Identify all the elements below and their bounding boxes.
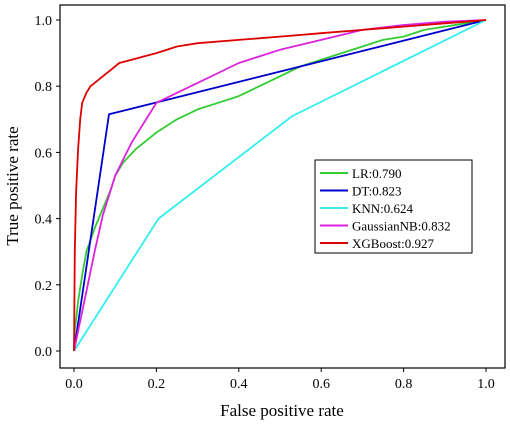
series-layer bbox=[73, 19, 487, 352]
plot-frame bbox=[59, 4, 506, 369]
legend-label: KNN:0.624 bbox=[352, 201, 414, 216]
series-line-xgboost bbox=[73, 19, 487, 352]
x-tick-label: 1.0 bbox=[477, 377, 495, 392]
legend-box bbox=[314, 159, 473, 254]
legend-label: GaussianNB:0.832 bbox=[352, 219, 451, 234]
x-tick-label: 0.6 bbox=[312, 377, 330, 392]
y-tick-label: 1.0 bbox=[35, 14, 53, 29]
series-line-knn bbox=[73, 19, 487, 352]
y-tick-label: 0.4 bbox=[35, 213, 53, 228]
y-tick-label: 0.0 bbox=[35, 345, 53, 360]
legend-label: LR:0.790 bbox=[352, 166, 401, 181]
y-axis-label: True positive rate bbox=[3, 126, 22, 245]
x-tick-label: 0.0 bbox=[65, 377, 83, 392]
series-line-dt bbox=[73, 19, 487, 352]
x-tick-label: 0.8 bbox=[395, 377, 413, 392]
axes: 0.0 0.2 0.4 0.6 0.8 1.0 0.0 0.2 0.4 0.6 0.8 1.0 bbox=[35, 14, 495, 392]
x-tick-label: 0.2 bbox=[148, 377, 166, 392]
series-line-gaussiannb bbox=[73, 19, 487, 352]
legend-label: XGBoost:0.927 bbox=[352, 236, 434, 251]
y-tick-label: 0.6 bbox=[35, 146, 53, 161]
y-tick-label: 0.8 bbox=[35, 80, 53, 95]
x-tick-label: 0.4 bbox=[230, 377, 248, 392]
legend: LR:0.790 DT:0.823 KNN:0.624 GaussianNB:0.83… bbox=[314, 159, 473, 254]
y-tick-label: 0.2 bbox=[35, 279, 53, 294]
x-axis-label: False positive rate bbox=[220, 401, 344, 420]
legend-label: DT:0.823 bbox=[352, 184, 402, 199]
